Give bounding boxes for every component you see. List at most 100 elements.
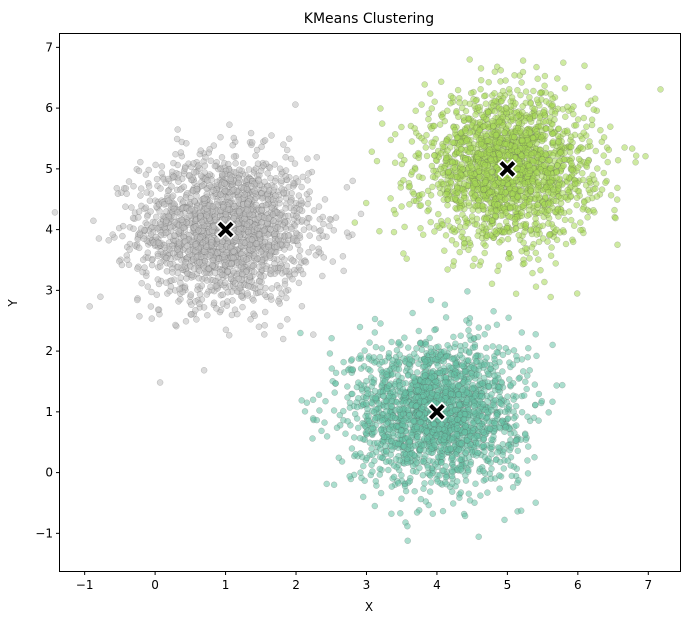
data-point-cluster-1	[326, 215, 333, 223]
data-point-cluster-2	[436, 121, 444, 128]
data-point-cluster-1	[195, 227, 202, 234]
data-point-cluster-2	[410, 190, 417, 198]
data-point-cluster-1	[171, 200, 178, 208]
data-point-cluster-3	[532, 499, 539, 506]
data-point-cluster-1	[254, 255, 261, 262]
data-point-cluster-2	[600, 169, 607, 177]
data-point-cluster-2	[379, 120, 386, 127]
data-point-cluster-1	[206, 146, 213, 153]
data-point-cluster-2	[557, 195, 565, 202]
data-point-cluster-2	[566, 149, 574, 156]
data-point-cluster-1	[317, 227, 324, 234]
data-point-cluster-2	[444, 202, 451, 209]
data-point-cluster-2	[532, 249, 539, 257]
data-point-cluster-1	[247, 129, 255, 137]
data-point-cluster-1	[240, 255, 247, 262]
data-point-cluster-2	[368, 148, 375, 155]
data-point-cluster-1	[257, 288, 264, 296]
data-point-cluster-2	[560, 59, 567, 66]
data-point-cluster-3	[466, 348, 473, 355]
data-point-cluster-1	[320, 254, 327, 261]
data-point-cluster-2	[521, 260, 528, 267]
data-point-cluster-1	[210, 299, 218, 306]
data-point-cluster-2	[398, 123, 405, 131]
data-point-cluster-1	[332, 214, 340, 221]
data-point-cluster-1	[260, 162, 267, 169]
data-point-cluster-2	[443, 190, 450, 198]
data-point-cluster-1	[275, 298, 282, 305]
data-point-cluster-2	[611, 206, 618, 214]
data-point-cluster-1	[244, 200, 251, 208]
data-point-cluster-2	[478, 77, 485, 84]
data-point-cluster-3	[297, 329, 304, 337]
data-point-cluster-2	[564, 103, 571, 110]
data-point-cluster-1	[165, 197, 172, 204]
data-point-cluster-2	[474, 201, 482, 209]
data-point-cluster-1	[211, 162, 219, 170]
data-point-cluster-2	[465, 246, 472, 254]
data-point-cluster-3	[322, 398, 329, 405]
data-point-cluster-1	[245, 166, 253, 173]
data-point-cluster-1	[296, 253, 303, 260]
data-point-cluster-3	[298, 397, 305, 404]
data-point-cluster-1	[291, 270, 299, 278]
data-point-cluster-1	[228, 311, 236, 319]
data-point-cluster-1	[289, 276, 296, 283]
data-point-cluster-2	[584, 100, 592, 108]
data-point-cluster-1	[297, 197, 305, 204]
data-point-cluster-1	[195, 275, 202, 282]
data-point-cluster-1	[253, 146, 261, 154]
data-point-cluster-1	[264, 170, 271, 177]
data-point-cluster-2	[420, 231, 427, 238]
data-point-cluster-2	[526, 94, 533, 101]
data-point-cluster-1	[198, 172, 205, 179]
data-point-cluster-2	[431, 152, 438, 159]
data-point-cluster-1	[169, 192, 177, 199]
data-point-cluster-2	[568, 216, 575, 224]
data-point-cluster-1	[137, 192, 144, 199]
data-point-cluster-1	[192, 307, 199, 314]
data-point-cluster-2	[456, 223, 464, 231]
data-point-cluster-1	[249, 245, 257, 253]
data-point-cluster-1	[280, 335, 287, 343]
data-point-cluster-2	[502, 77, 509, 84]
data-point-cluster-2	[495, 262, 503, 269]
data-point-cluster-2	[555, 138, 562, 145]
data-point-cluster-2	[490, 122, 497, 130]
data-point-cluster-2	[549, 130, 556, 137]
data-point-cluster-2	[574, 116, 582, 123]
data-point-cluster-3	[465, 320, 473, 327]
data-point-cluster-1	[203, 291, 210, 298]
data-point-cluster-2	[597, 127, 604, 134]
data-point-cluster-1	[202, 154, 209, 161]
data-point-cluster-2	[529, 134, 537, 142]
data-point-cluster-3	[360, 493, 367, 501]
data-point-cluster-1	[177, 279, 184, 287]
data-point-cluster-2	[632, 159, 639, 166]
data-point-cluster-2	[657, 86, 664, 93]
data-point-cluster-1	[315, 203, 323, 210]
data-point-cluster-2	[522, 129, 530, 137]
data-point-cluster-2	[448, 237, 456, 244]
data-point-cluster-2	[425, 116, 432, 123]
data-point-cluster-2	[521, 228, 528, 236]
data-point-cluster-2	[533, 169, 540, 176]
data-point-cluster-1	[282, 154, 289, 161]
data-point-cluster-3	[507, 382, 514, 389]
data-point-cluster-1	[260, 227, 268, 235]
data-point-cluster-1	[235, 196, 242, 204]
data-point-cluster-2	[561, 216, 569, 224]
data-point-cluster-2	[468, 162, 475, 170]
data-point-cluster-2	[442, 138, 450, 145]
data-point-cluster-1	[188, 311, 195, 318]
data-point-cluster-2	[428, 162, 436, 170]
data-point-cluster-1	[265, 243, 272, 251]
data-point-cluster-1	[152, 161, 159, 169]
data-point-cluster-3	[357, 352, 364, 359]
data-point-cluster-1	[343, 184, 351, 191]
data-point-cluster-1	[166, 261, 174, 268]
data-point-cluster-1	[299, 217, 306, 224]
data-point-cluster-1	[302, 259, 310, 266]
data-point-cluster-3	[323, 480, 330, 488]
